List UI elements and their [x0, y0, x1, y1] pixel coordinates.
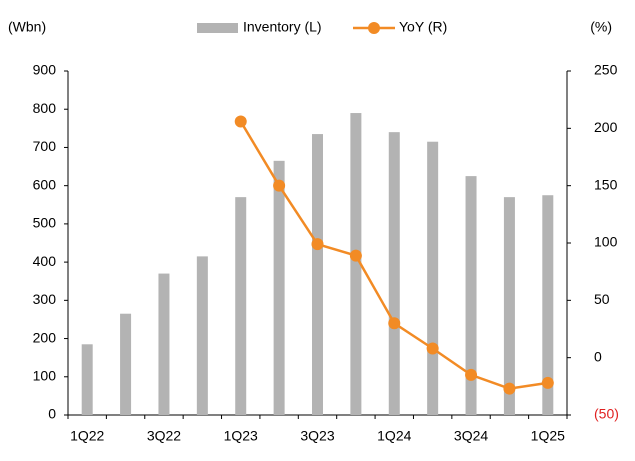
bar: [427, 141, 439, 415]
bar: [388, 132, 400, 415]
bar: [120, 313, 132, 415]
bar: [312, 134, 323, 416]
yoy-marker: [311, 238, 324, 251]
bar: [81, 344, 93, 415]
y2-axis-label: (%): [590, 19, 612, 35]
bar: [235, 197, 247, 415]
x-tick-label: 1Q24: [377, 428, 411, 444]
x-tick-label: 3Q24: [454, 428, 488, 444]
y-tick-label: 100: [33, 367, 57, 383]
y2-tick-label: (50): [594, 406, 619, 422]
y2-tick-label: 200: [594, 119, 618, 135]
yoy-marker: [234, 115, 247, 128]
bar: [542, 195, 554, 415]
legend-swatch: [368, 22, 380, 34]
y-tick-label: 300: [33, 291, 57, 307]
legend-label: YoY (R): [399, 19, 447, 35]
y-tick-label: 400: [33, 253, 57, 269]
y-tick-label: 600: [33, 176, 57, 192]
bar: [350, 113, 362, 416]
x-tick-label: 3Q23: [300, 428, 334, 444]
bar: [158, 273, 170, 415]
y-tick-label: 0: [48, 406, 56, 422]
x-tick-label: 3Q22: [147, 428, 181, 444]
y2-tick-label: 250: [594, 62, 618, 78]
y2-tick-label: 50: [594, 291, 610, 307]
yoy-marker: [541, 376, 554, 389]
y-tick-label: 900: [33, 62, 57, 78]
bar: [196, 256, 208, 415]
yoy-marker: [426, 342, 439, 355]
y-tick-label: 500: [33, 215, 57, 231]
x-tick-label: 1Q22: [70, 428, 104, 444]
y2-tick-label: 150: [594, 176, 618, 192]
bar: [465, 176, 477, 415]
yoy-marker: [349, 249, 362, 262]
y-axis-label: (Wbn): [8, 19, 46, 35]
y-tick-label: 800: [33, 100, 57, 116]
bar: [273, 160, 285, 415]
x-tick-label: 1Q25: [531, 428, 565, 444]
x-tick-label: 1Q23: [224, 428, 258, 444]
legend-label: Inventory (L): [243, 19, 322, 35]
y2-tick-label: 0: [594, 348, 602, 364]
legend-swatch: [197, 23, 238, 33]
y-tick-label: 200: [33, 329, 57, 345]
y-tick-label: 700: [33, 138, 57, 154]
yoy-marker: [465, 368, 478, 381]
yoy-marker: [388, 317, 401, 330]
bar: [503, 197, 515, 415]
yoy-marker: [503, 382, 516, 395]
y2-tick-label: 100: [594, 234, 618, 250]
yoy-marker: [273, 179, 286, 192]
